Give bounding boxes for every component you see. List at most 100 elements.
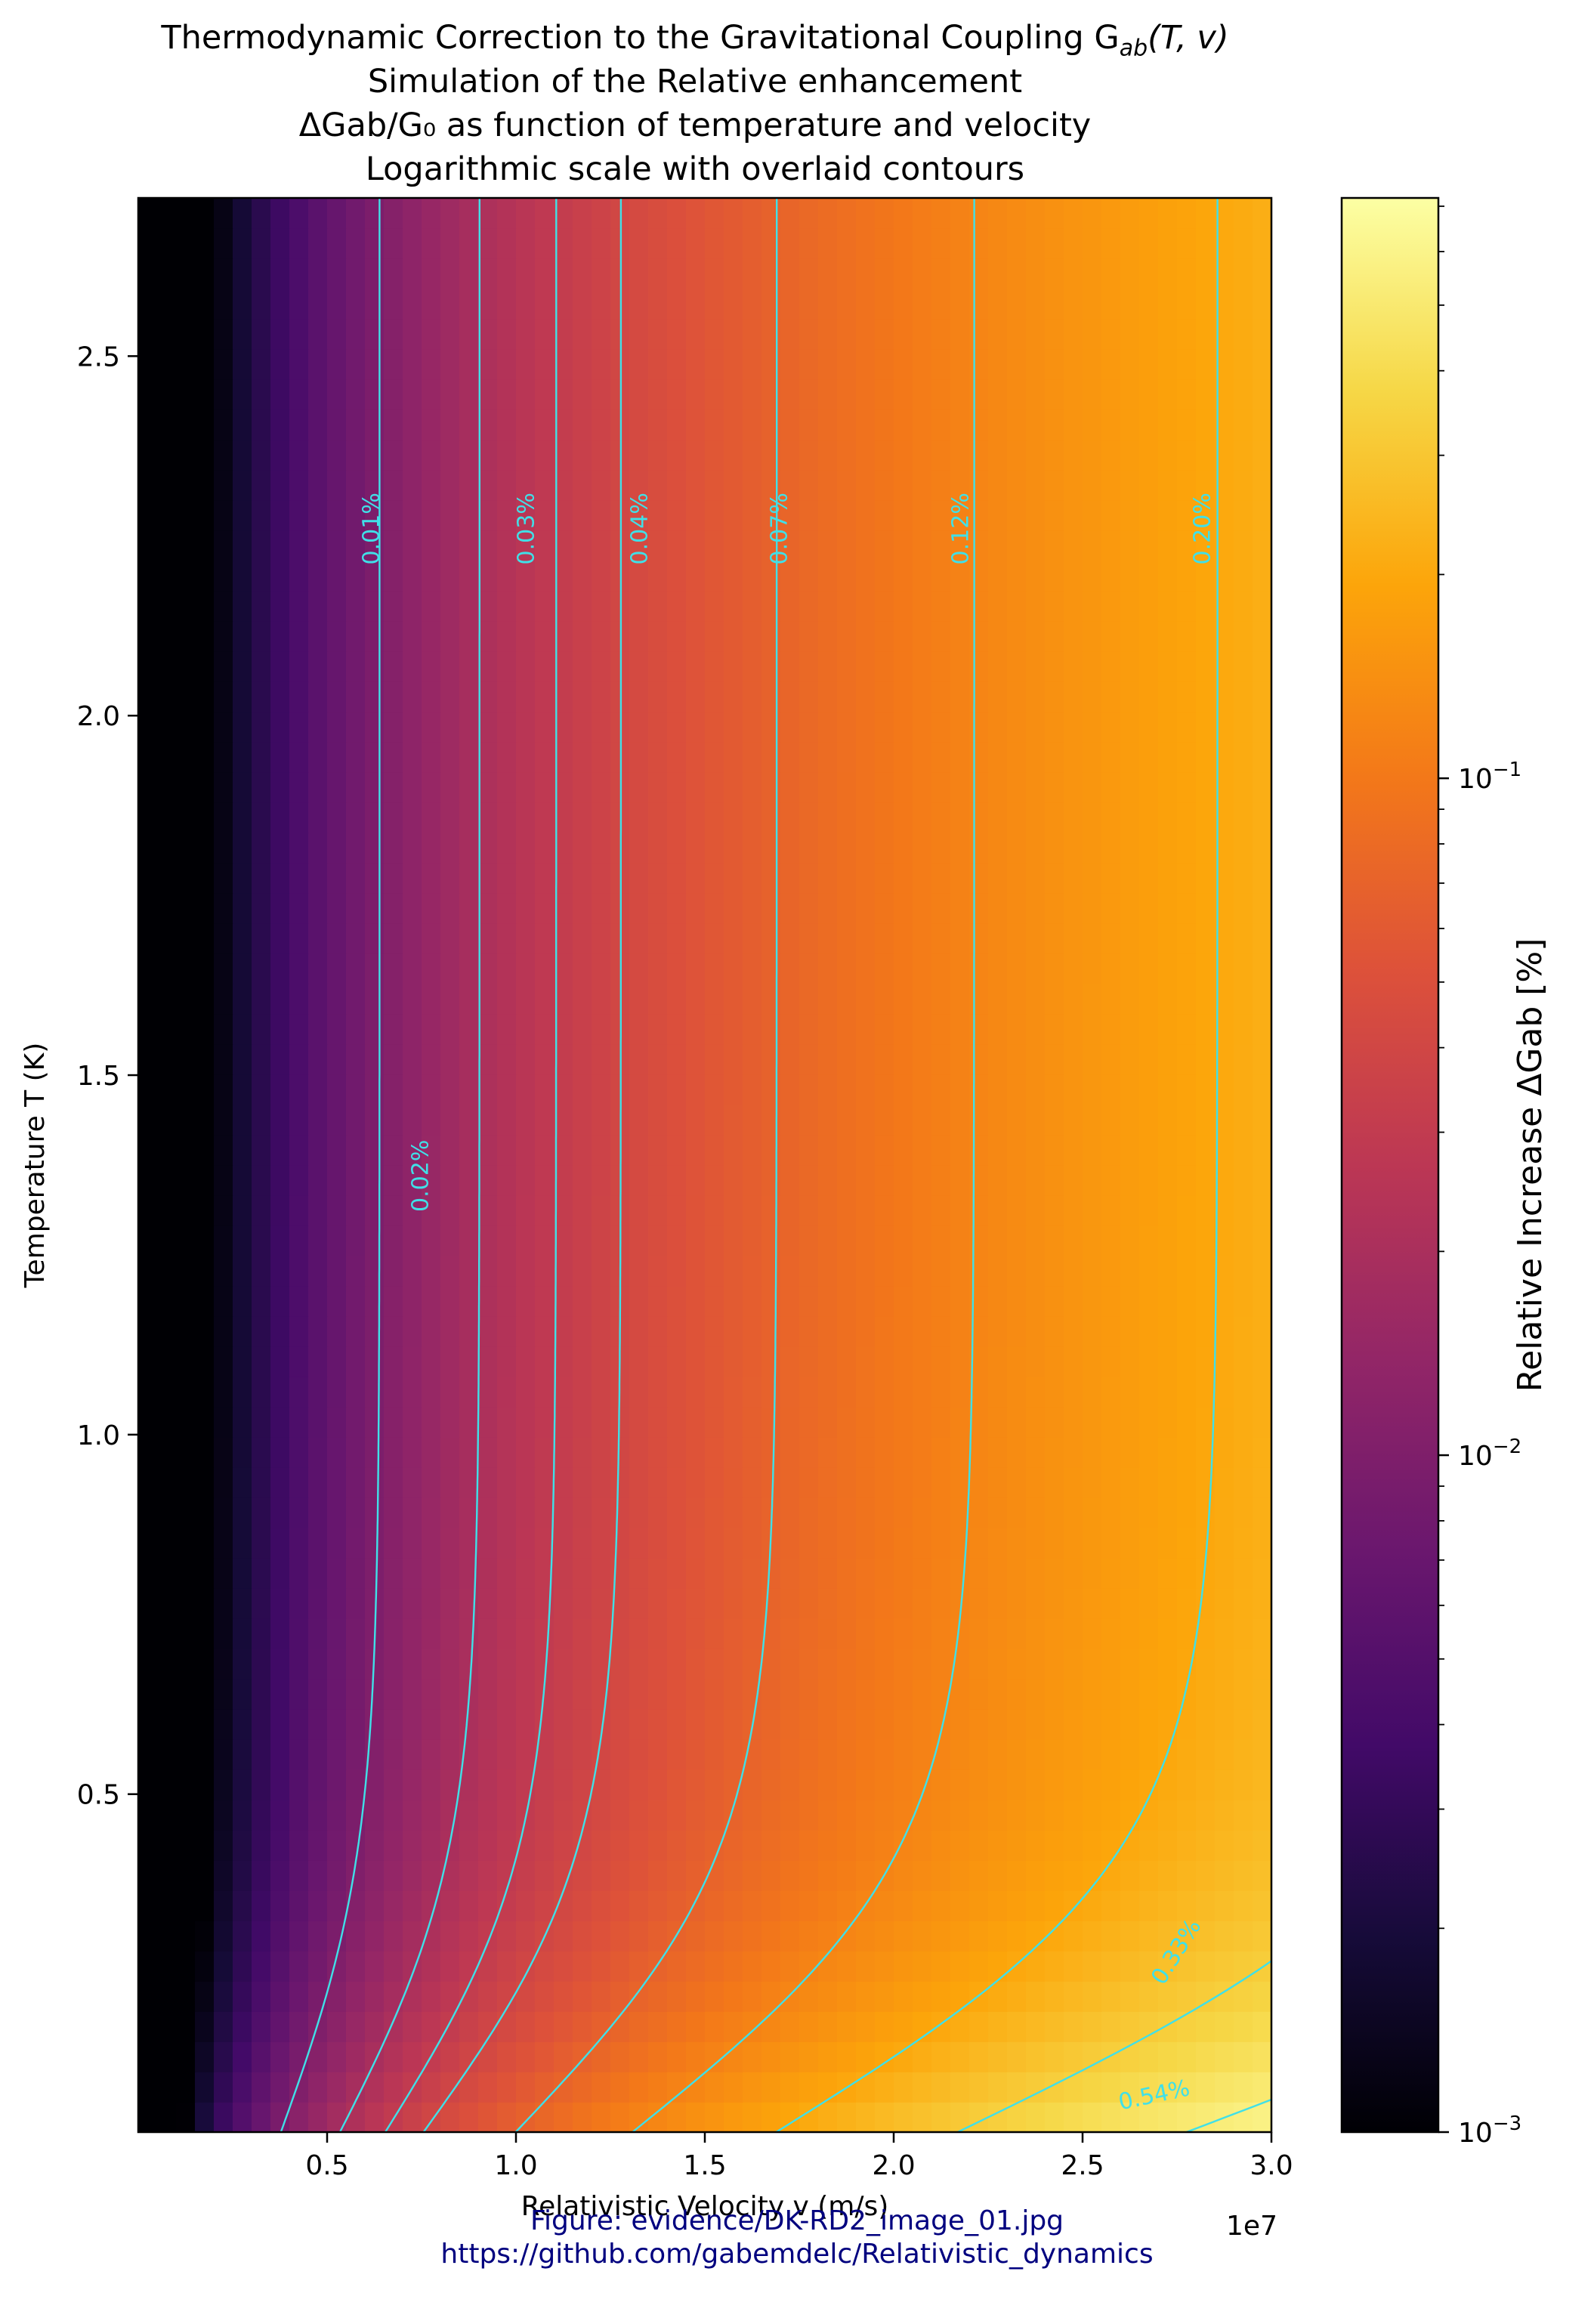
heatmap-cell [629, 1588, 649, 1619]
heatmap-cell [1234, 530, 1253, 561]
heatmap-cell [138, 1528, 158, 1559]
heatmap-cell [988, 1256, 1008, 1287]
contour-label: 0.07% [767, 493, 793, 564]
heatmap-cell [157, 349, 177, 380]
heatmap-cell [950, 1074, 970, 1105]
heatmap-cell [913, 2041, 932, 2072]
heatmap-cell [384, 1256, 403, 1287]
heatmap-cell [157, 1346, 177, 1377]
heatmap-cell [1007, 1346, 1027, 1377]
heatmap-cell [195, 1256, 215, 1287]
heatmap-cell [1196, 984, 1216, 1015]
heatmap-cell [252, 1165, 271, 1196]
heatmap-cell [554, 1377, 573, 1408]
heatmap-cell [969, 1709, 989, 1740]
heatmap-cell [705, 1588, 724, 1619]
heatmap-cell [214, 2072, 233, 2103]
heatmap-cell [478, 1044, 498, 1075]
heatmap-cell [346, 1437, 366, 1468]
heatmap-cell [724, 953, 743, 984]
heatmap-cell [195, 1649, 215, 1680]
heatmap-cell [1158, 923, 1178, 954]
heatmap-cell [573, 1860, 592, 1891]
heatmap-cell [705, 379, 724, 410]
heatmap-cell [629, 1800, 649, 1831]
heatmap-cell [1083, 1981, 1102, 2012]
heatmap-cell [1026, 289, 1046, 320]
heatmap-cell [856, 833, 876, 864]
heatmap-cell [1253, 863, 1271, 894]
heatmap-cell [743, 651, 762, 682]
heatmap-cell [252, 228, 271, 259]
heatmap-cell [724, 561, 743, 592]
heatmap-cell [799, 1346, 819, 1377]
heatmap-cell [422, 1588, 441, 1619]
heatmap-cell [535, 1316, 555, 1347]
heatmap-cell [875, 1497, 894, 1528]
heatmap-cell [950, 1679, 970, 1710]
heatmap-cell [1064, 2011, 1083, 2042]
heatmap-cell [384, 198, 403, 229]
heatmap-cell [346, 802, 366, 833]
heatmap-cell [856, 1649, 876, 1680]
heatmap-cell [988, 1588, 1008, 1619]
heatmap-cell [327, 1044, 347, 1075]
heatmap-cell [818, 500, 838, 531]
heatmap-cell [308, 198, 328, 229]
heatmap-cell [1101, 1225, 1121, 1256]
heatmap-cell [818, 953, 838, 984]
heatmap-cell [743, 712, 762, 743]
heatmap-cell [233, 1195, 252, 1226]
heatmap-cell [516, 1618, 536, 1649]
heatmap-cell [422, 440, 441, 471]
heatmap-cell [724, 591, 743, 622]
heatmap-cell [1026, 319, 1046, 350]
heatmap-cell [195, 1618, 215, 1649]
heatmap-cell [1045, 1860, 1064, 1891]
heatmap-cell [969, 1588, 989, 1619]
heatmap-cell [459, 1618, 479, 1649]
heatmap-cell [1196, 530, 1216, 561]
heatmap-cell [1007, 893, 1027, 924]
heatmap-cell [422, 1860, 441, 1891]
heatmap-cell [724, 2041, 743, 2072]
heatmap-cell [856, 2041, 876, 2072]
heatmap-cell [270, 258, 290, 289]
heatmap-cell [459, 1256, 479, 1287]
heatmap-cell [799, 1437, 819, 1468]
heatmap-cell [459, 1014, 479, 1045]
heatmap-cell [913, 1830, 932, 1861]
heatmap-cell [346, 1377, 366, 1408]
heatmap-cell [270, 530, 290, 561]
heatmap-cell [1215, 1528, 1234, 1559]
heatmap-cell [1026, 1890, 1046, 1921]
heatmap-cell [176, 1558, 196, 1589]
heatmap-cell [1253, 2041, 1271, 2072]
heatmap-cell [233, 984, 252, 1015]
heatmap-cell [799, 440, 819, 471]
heatmap-cell [1158, 1769, 1178, 1800]
heatmap-cell [1120, 1195, 1140, 1226]
heatmap-cell [308, 863, 328, 894]
heatmap-cell [308, 1286, 328, 1317]
heatmap-cell [818, 198, 838, 229]
heatmap-cell [1120, 712, 1140, 743]
heatmap-cell [573, 349, 592, 380]
heatmap-cell [724, 742, 743, 773]
heatmap-cell [1120, 621, 1140, 652]
heatmap-cell [780, 1588, 800, 1619]
heatmap-cell [761, 1467, 781, 1498]
heatmap-cell [592, 1346, 611, 1377]
heatmap-cell [875, 1105, 894, 1136]
heatmap-cell [440, 1165, 460, 1196]
heatmap-cell [1196, 923, 1216, 954]
heatmap-cell [1083, 289, 1102, 320]
heatmap-cell [799, 1860, 819, 1891]
heatmap-cell [497, 1044, 517, 1075]
heatmap-cell [195, 1225, 215, 1256]
heatmap-cell [459, 742, 479, 773]
heatmap-cell [780, 289, 800, 320]
heatmap-cell [856, 1800, 876, 1831]
heatmap-cell [648, 1860, 668, 1891]
heatmap-cell [1007, 1195, 1027, 1226]
